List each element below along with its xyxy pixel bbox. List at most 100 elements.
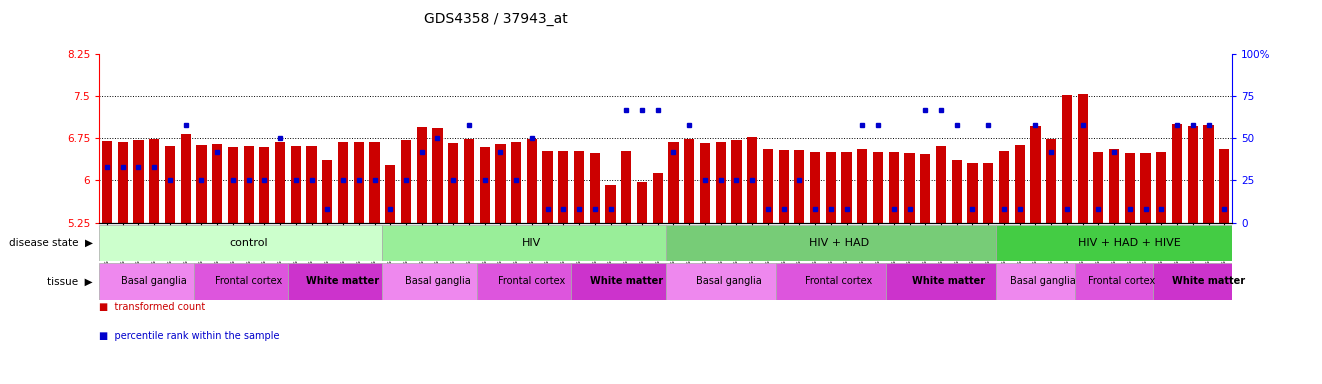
Bar — [432, 128, 443, 223]
Text: Frontal cortex: Frontal cortex — [498, 276, 566, 286]
Bar — [354, 142, 364, 223]
Bar — [605, 185, 616, 223]
Bar — [1030, 126, 1040, 223]
Bar — [574, 151, 584, 223]
Bar — [1062, 95, 1072, 223]
Bar — [338, 142, 348, 223]
Text: White matter: White matter — [307, 276, 379, 286]
Bar — [259, 147, 270, 223]
Bar — [888, 152, 899, 223]
Bar — [747, 137, 758, 223]
Bar — [886, 263, 995, 300]
Bar — [291, 146, 301, 223]
Bar — [795, 149, 805, 223]
Bar — [1046, 139, 1056, 223]
Text: tissue  ▶: tissue ▶ — [46, 276, 93, 286]
Bar — [904, 154, 915, 223]
Bar — [526, 139, 537, 223]
Text: ■  percentile rank within the sample: ■ percentile rank within the sample — [99, 331, 280, 341]
Text: HIV: HIV — [522, 238, 542, 248]
Bar — [118, 142, 128, 223]
Bar — [149, 139, 160, 223]
Bar — [512, 142, 521, 223]
Text: GDS4358 / 37943_at: GDS4358 / 37943_at — [424, 12, 567, 25]
Bar — [995, 225, 1248, 261]
Bar — [984, 163, 993, 223]
Bar — [416, 127, 427, 223]
Bar — [382, 225, 665, 261]
Bar — [196, 145, 206, 223]
Bar — [181, 134, 190, 223]
Bar — [464, 139, 475, 223]
Bar — [699, 143, 710, 223]
Bar — [323, 160, 332, 223]
Text: White matter: White matter — [1171, 276, 1245, 286]
Bar — [731, 140, 742, 223]
Text: HIV + HAD: HIV + HAD — [809, 238, 869, 248]
Text: Basal ganglia: Basal ganglia — [122, 276, 188, 286]
Bar — [810, 152, 820, 223]
Bar — [448, 143, 459, 223]
Bar — [243, 146, 254, 223]
Text: HIV + HAD + HIVE: HIV + HAD + HIVE — [1079, 238, 1181, 248]
Bar — [637, 182, 648, 223]
Bar — [288, 263, 382, 300]
Bar — [1203, 125, 1214, 223]
Bar — [952, 160, 962, 223]
Bar — [1125, 153, 1136, 223]
Bar — [134, 141, 144, 223]
Bar — [382, 263, 477, 300]
Bar — [1141, 153, 1150, 223]
Bar — [1157, 152, 1166, 223]
Bar — [1014, 145, 1025, 223]
Bar — [857, 149, 867, 223]
Bar — [369, 142, 379, 223]
Bar — [99, 225, 382, 261]
Bar — [496, 144, 505, 223]
Bar — [477, 263, 571, 300]
Text: Frontal cortex: Frontal cortex — [1088, 276, 1155, 286]
Bar — [1171, 124, 1182, 223]
Bar — [665, 263, 776, 300]
Bar — [571, 263, 665, 300]
Bar — [385, 165, 395, 223]
Bar — [936, 146, 947, 223]
Text: disease state  ▶: disease state ▶ — [8, 238, 93, 248]
Bar — [558, 151, 568, 223]
Bar — [1153, 263, 1248, 300]
Bar — [826, 152, 836, 223]
Bar — [401, 140, 411, 223]
Bar — [683, 139, 694, 223]
Text: Basal ganglia: Basal ganglia — [405, 276, 471, 286]
Bar — [275, 142, 286, 223]
Bar — [1075, 263, 1153, 300]
Bar — [102, 141, 112, 223]
Bar — [227, 147, 238, 223]
Bar — [715, 142, 726, 223]
Bar — [763, 149, 773, 223]
Bar — [968, 163, 977, 223]
Bar — [212, 144, 222, 223]
Bar — [669, 142, 678, 223]
Text: Frontal cortex: Frontal cortex — [805, 276, 873, 286]
Text: Basal ganglia: Basal ganglia — [1010, 276, 1076, 286]
Text: Basal ganglia: Basal ganglia — [695, 276, 761, 286]
Bar — [1187, 126, 1198, 223]
Text: Frontal cortex: Frontal cortex — [215, 276, 283, 286]
Bar — [842, 152, 851, 223]
Bar — [621, 151, 632, 223]
Bar — [193, 263, 288, 300]
Bar — [165, 146, 175, 223]
Bar — [665, 225, 995, 261]
Bar — [542, 151, 553, 223]
Bar — [1093, 152, 1104, 223]
Bar — [920, 154, 931, 223]
Bar — [307, 146, 317, 223]
Bar — [1109, 149, 1120, 223]
Bar — [995, 263, 1075, 300]
Bar — [779, 149, 789, 223]
Bar — [1077, 94, 1088, 223]
Text: ■  transformed count: ■ transformed count — [99, 302, 205, 312]
Bar — [480, 147, 489, 223]
Bar — [590, 154, 600, 223]
